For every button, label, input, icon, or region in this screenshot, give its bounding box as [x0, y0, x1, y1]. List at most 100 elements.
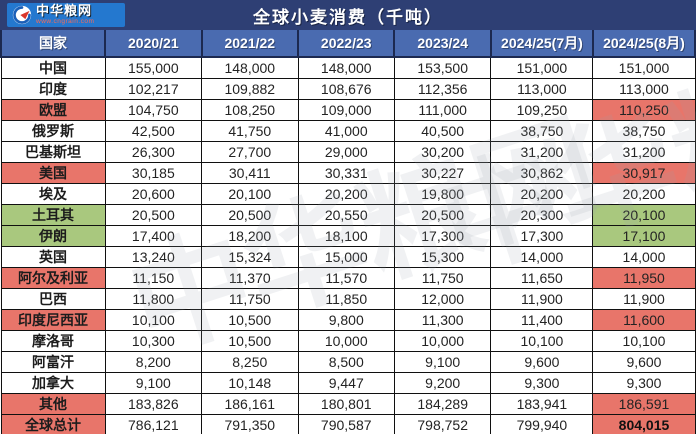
table-row: 俄罗斯 42,500 41,750 41,000 40,500 38,750 38,750	[0, 120, 696, 142]
value-cell: 41,750	[201, 120, 299, 142]
table-row: 埃及 20,600 20,100 20,200 19,800 20,200 20,200	[0, 183, 696, 205]
page-title: 全球小麦消费（千吨）	[253, 7, 443, 27]
value-cell: 151,000	[490, 56, 594, 79]
value-cell: 11,400	[490, 309, 594, 331]
value-cell: 10,100	[592, 330, 696, 352]
value-cell: 30,331	[297, 162, 395, 184]
value-cell: 12,000	[393, 288, 492, 310]
value-cell: 148,000	[201, 56, 299, 79]
value-cell: 113,000	[592, 78, 696, 100]
value-cell: 186,591	[592, 393, 696, 415]
value-cell: 10,100	[490, 330, 594, 352]
value-cell: 27,700	[201, 141, 299, 163]
value-cell: 8,200	[104, 351, 203, 373]
value-cell: 804,015	[592, 414, 696, 434]
consumption-table: 国家 2020/21 2021/22 2022/23 2023/24 2024/25(7月…	[0, 30, 696, 434]
value-cell: 18,100	[297, 225, 395, 247]
value-cell: 30,862	[490, 162, 594, 184]
value-cell: 30,200	[393, 141, 492, 163]
country-cell: 伊朗	[0, 225, 106, 247]
table-row: 中国 155,000 148,000 148,000 153,500 151,000 151…	[0, 56, 696, 79]
value-cell: 11,150	[104, 267, 203, 289]
value-cell: 153,500	[393, 56, 492, 79]
value-cell: 791,350	[201, 414, 299, 434]
country-cell: 英国	[0, 246, 106, 268]
value-cell: 180,801	[297, 393, 395, 415]
value-cell: 102,217	[104, 78, 203, 100]
value-cell: 29,000	[297, 141, 395, 163]
column-header-season: 2024/25(8月)	[591, 30, 696, 58]
value-cell: 8,250	[201, 351, 299, 373]
country-cell: 其他	[0, 393, 106, 415]
country-cell: 巴基斯坦	[0, 141, 106, 163]
value-cell: 30,185	[104, 162, 203, 184]
value-cell: 38,750	[592, 120, 696, 142]
country-cell: 全球总计	[0, 414, 106, 434]
value-cell: 10,300	[104, 330, 203, 352]
value-cell: 151,000	[592, 56, 696, 79]
column-header-season: 2020/21	[104, 30, 203, 58]
country-cell: 印度	[0, 78, 106, 100]
value-cell: 790,587	[297, 414, 395, 434]
value-cell: 113,000	[490, 78, 594, 100]
value-cell: 8,500	[297, 351, 395, 373]
value-cell: 109,000	[297, 99, 395, 121]
value-cell: 20,500	[104, 204, 203, 226]
value-cell: 20,300	[490, 204, 594, 226]
value-cell: 18,200	[201, 225, 299, 247]
value-cell: 20,100	[201, 183, 299, 205]
value-cell: 110,250	[592, 99, 696, 121]
value-cell: 11,750	[201, 288, 299, 310]
country-cell: 加拿大	[0, 372, 106, 394]
value-cell: 9,600	[490, 351, 594, 373]
value-cell: 20,100	[592, 204, 696, 226]
column-header-season: 2023/24	[393, 30, 492, 58]
value-cell: 20,500	[201, 204, 299, 226]
table-row: 印度 102,217 109,882 108,676 112,356 113,000 113…	[0, 78, 696, 100]
value-cell: 11,370	[201, 267, 299, 289]
column-header-season: 2022/23	[296, 30, 396, 58]
country-cell: 美国	[0, 162, 106, 184]
country-cell: 阿尔及利亚	[0, 267, 106, 289]
value-cell: 104,750	[104, 99, 203, 121]
value-cell: 786,121	[104, 414, 203, 434]
value-cell: 9,300	[592, 372, 696, 394]
value-cell: 183,826	[104, 393, 203, 415]
table-row: 摩洛哥 10,300 10,500 10,000 10,000 10,100 10,100	[0, 330, 696, 352]
value-cell: 14,000	[490, 246, 594, 268]
cngrain-logo-icon	[12, 5, 32, 25]
value-cell: 11,600	[592, 309, 696, 331]
column-header-country: 国家	[0, 30, 107, 58]
value-cell: 42,500	[104, 120, 203, 142]
country-cell: 阿富汗	[0, 351, 106, 373]
value-cell: 15,324	[201, 246, 299, 268]
value-cell: 15,000	[297, 246, 395, 268]
value-cell: 798,752	[393, 414, 492, 434]
value-cell: 9,100	[104, 372, 203, 394]
title-bar: 中华粮网 www.cngrain.com 全球小麦消费（千吨）	[0, 0, 696, 30]
value-cell: 799,940	[490, 414, 594, 434]
value-cell: 10,000	[297, 330, 395, 352]
value-cell: 11,900	[592, 288, 696, 310]
value-cell: 184,289	[393, 393, 492, 415]
value-cell: 10,148	[201, 372, 299, 394]
country-cell: 印度尼西亚	[0, 309, 106, 331]
value-cell: 10,500	[201, 330, 299, 352]
value-cell: 31,200	[490, 141, 594, 163]
value-cell: 30,917	[592, 162, 696, 184]
country-cell: 埃及	[0, 183, 106, 205]
value-cell: 14,000	[592, 246, 696, 268]
value-cell: 19,800	[393, 183, 492, 205]
value-cell: 112,356	[393, 78, 492, 100]
value-cell: 108,250	[201, 99, 299, 121]
value-cell: 10,500	[201, 309, 299, 331]
logo-brand-text: 中华粮网	[36, 3, 93, 19]
value-cell: 41,000	[297, 120, 395, 142]
value-cell: 9,800	[297, 309, 395, 331]
value-cell: 17,300	[490, 225, 594, 247]
total-row: 全球总计 786,121 791,350 790,587 798,752 799,940 8…	[0, 414, 696, 434]
country-cell: 巴西	[0, 288, 106, 310]
value-cell: 40,500	[393, 120, 492, 142]
value-cell: 17,400	[104, 225, 203, 247]
